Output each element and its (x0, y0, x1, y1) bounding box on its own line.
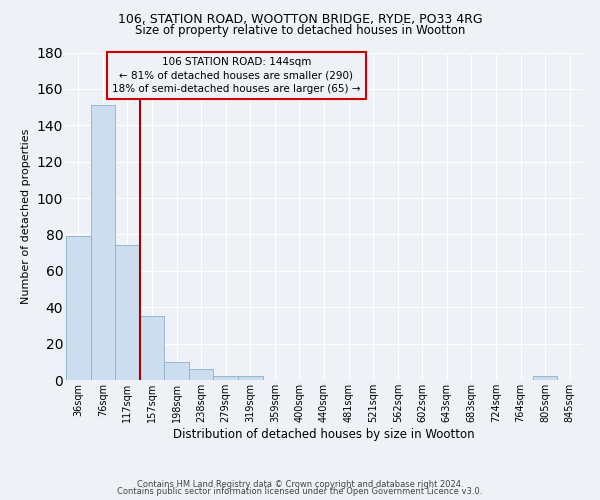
Text: Contains public sector information licensed under the Open Government Licence v3: Contains public sector information licen… (118, 487, 482, 496)
X-axis label: Distribution of detached houses by size in Wootton: Distribution of detached houses by size … (173, 428, 475, 440)
Bar (238, 376, 263, 380)
Text: Contains HM Land Registry data © Crown copyright and database right 2024.: Contains HM Land Registry data © Crown c… (137, 480, 463, 489)
Bar (189, 369, 214, 380)
Bar (140, 316, 164, 380)
Bar (214, 376, 238, 380)
Bar (164, 362, 189, 380)
Text: Size of property relative to detached houses in Wootton: Size of property relative to detached ho… (135, 24, 465, 37)
Bar (115, 246, 140, 380)
Bar (91, 106, 115, 380)
Y-axis label: Number of detached properties: Number of detached properties (21, 128, 31, 304)
Bar (533, 376, 557, 380)
Text: 106, STATION ROAD, WOOTTON BRIDGE, RYDE, PO33 4RG: 106, STATION ROAD, WOOTTON BRIDGE, RYDE,… (118, 12, 482, 26)
Text: 106 STATION ROAD: 144sqm
← 81% of detached houses are smaller (290)
18% of semi-: 106 STATION ROAD: 144sqm ← 81% of detach… (112, 58, 361, 94)
Bar (66, 236, 91, 380)
